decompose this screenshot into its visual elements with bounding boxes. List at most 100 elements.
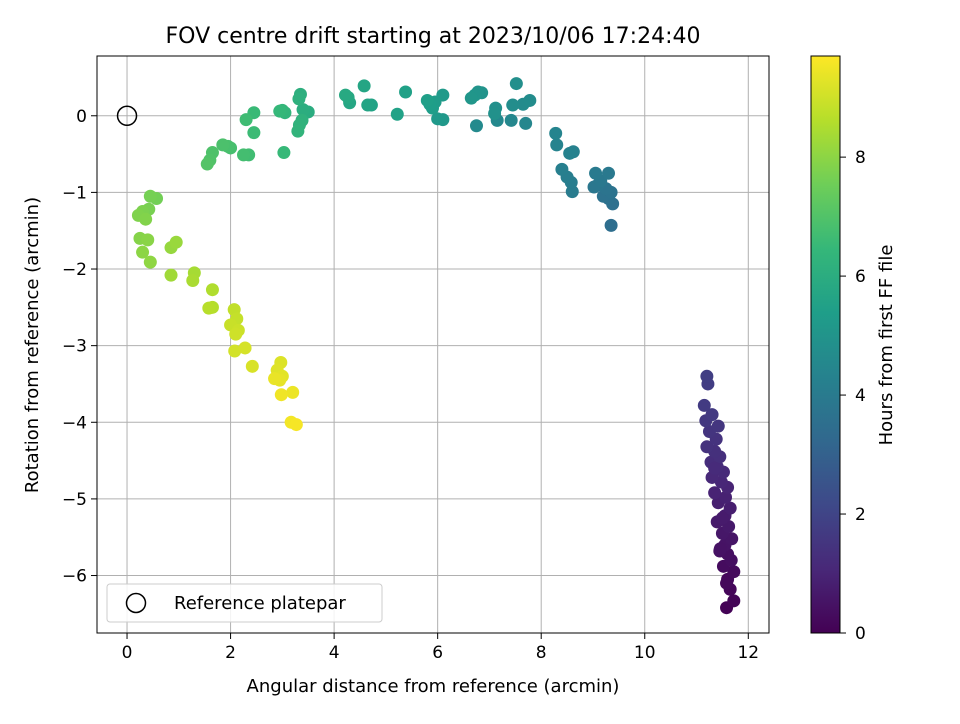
data-point xyxy=(143,189,157,203)
data-point xyxy=(238,341,252,355)
colorbar-gradient xyxy=(810,55,841,634)
data-point xyxy=(723,501,737,515)
x-tick-label: 4 xyxy=(329,643,340,663)
data-point xyxy=(268,372,282,386)
data-point xyxy=(289,418,303,432)
data-point xyxy=(509,77,523,91)
data-point xyxy=(713,542,727,556)
data-point xyxy=(239,113,253,127)
data-point xyxy=(555,162,569,176)
data-point xyxy=(357,79,371,93)
y-tick-label: 0 xyxy=(76,107,87,127)
colorbar-tick-label: 4 xyxy=(855,386,866,406)
legend-box xyxy=(106,583,383,623)
data-point xyxy=(228,344,242,358)
data-point xyxy=(604,218,618,232)
data-point xyxy=(519,116,533,130)
data-point xyxy=(700,440,714,454)
data-point xyxy=(705,408,719,422)
data-point xyxy=(523,93,537,107)
data-point xyxy=(727,594,741,608)
x-tick-label: 2 xyxy=(225,643,236,663)
y-tick-label: −5 xyxy=(62,490,87,510)
data-point xyxy=(202,301,216,315)
data-point xyxy=(549,126,563,140)
data-points xyxy=(131,77,741,615)
data-point xyxy=(169,235,183,249)
data-point xyxy=(164,268,178,282)
data-point xyxy=(136,245,150,259)
legend-label: Reference platepar xyxy=(174,593,346,614)
data-point xyxy=(205,283,219,297)
data-point xyxy=(431,112,445,126)
data-point xyxy=(361,98,375,112)
y-axis-label: Rotation from reference (arcmin) xyxy=(22,197,43,493)
y-tick-label: −6 xyxy=(62,567,87,587)
data-point xyxy=(286,385,300,399)
legend-marker-icon xyxy=(125,592,147,614)
data-point xyxy=(216,138,230,152)
data-point xyxy=(720,576,734,590)
data-point xyxy=(229,327,243,341)
reference-marker-icon xyxy=(116,105,138,127)
data-point xyxy=(247,126,261,140)
colorbar-tick-label: 6 xyxy=(855,267,866,287)
data-point xyxy=(273,104,287,118)
grid-lines xyxy=(97,56,769,633)
plot-frame xyxy=(96,55,770,634)
data-point xyxy=(245,359,259,373)
data-point xyxy=(141,233,155,247)
data-point xyxy=(143,255,157,269)
data-point xyxy=(296,103,310,117)
data-point xyxy=(291,124,305,138)
data-point xyxy=(550,138,564,152)
data-point xyxy=(488,106,502,120)
colorbar: 0 2 4 6 8 Hours from first FF file xyxy=(810,55,897,644)
data-point xyxy=(469,119,483,133)
colorbar-tick-label: 0 xyxy=(855,624,866,644)
colorbar-tick-label: 2 xyxy=(855,505,866,525)
colorbar-tick-label: 8 xyxy=(855,148,866,168)
chart-title: FOV centre drift starting at 2023/10/06 … xyxy=(166,24,701,49)
x-tick-label: 8 xyxy=(536,643,547,663)
data-point xyxy=(420,93,434,107)
data-point xyxy=(139,212,153,226)
data-point xyxy=(727,565,741,579)
data-point xyxy=(602,166,616,180)
x-tick-label: 6 xyxy=(432,643,443,663)
data-point xyxy=(697,398,711,412)
data-point xyxy=(700,369,714,383)
data-point xyxy=(464,91,478,105)
data-point xyxy=(292,92,306,106)
y-tick-label: −1 xyxy=(62,183,87,203)
data-point xyxy=(237,148,251,162)
data-point xyxy=(715,511,729,525)
data-point xyxy=(277,146,291,160)
data-point xyxy=(399,85,413,99)
data-point xyxy=(711,419,725,433)
colorbar-ticks: 0 2 4 6 8 xyxy=(840,148,866,644)
data-point xyxy=(506,98,520,112)
data-point xyxy=(589,166,603,180)
x-axis-label: Angular distance from reference (arcmin) xyxy=(247,676,620,697)
y-tick-label: −2 xyxy=(62,260,87,280)
data-point xyxy=(563,146,577,160)
data-point xyxy=(708,486,722,500)
colorbar-label: Hours from first FF file xyxy=(876,245,897,446)
data-point xyxy=(708,461,722,475)
data-point xyxy=(504,113,518,127)
y-tick-label: −3 xyxy=(62,337,87,357)
data-point xyxy=(274,388,288,402)
legend: Reference platepar xyxy=(106,583,383,623)
x-tick-label: 12 xyxy=(737,643,759,663)
y-tick-label: −4 xyxy=(62,413,87,433)
data-point xyxy=(719,490,733,504)
data-point xyxy=(186,274,200,288)
x-tick-label: 10 xyxy=(634,643,656,663)
y-axis-ticks: 0 −1 −2 −3 −4 −5 −6 xyxy=(62,107,97,587)
x-axis-ticks: 0 2 4 6 8 10 12 xyxy=(122,633,759,663)
data-point xyxy=(200,157,214,171)
reference-marker-layer xyxy=(116,105,138,127)
